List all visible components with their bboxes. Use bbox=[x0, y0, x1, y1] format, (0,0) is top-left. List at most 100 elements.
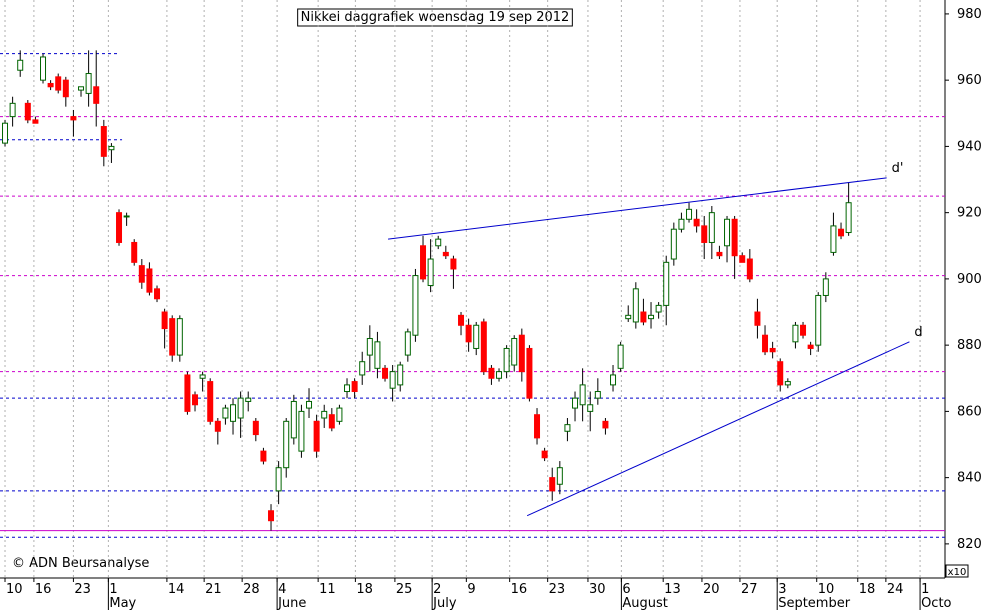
candle-body bbox=[617, 344, 624, 369]
candle-body bbox=[480, 321, 487, 373]
candle-body bbox=[420, 245, 427, 280]
x-tick-label: 25 bbox=[396, 582, 413, 597]
candle-body bbox=[610, 374, 617, 386]
candle-body bbox=[2, 122, 9, 144]
candle-body bbox=[549, 477, 556, 492]
y-tick-label: 880 bbox=[957, 338, 982, 353]
month-label: June bbox=[277, 596, 306, 610]
scale-note-box bbox=[945, 564, 969, 578]
candle-body bbox=[564, 424, 571, 432]
candle-body bbox=[526, 347, 533, 399]
candle-body bbox=[670, 228, 677, 260]
candle-body bbox=[214, 420, 221, 432]
candle-body bbox=[199, 374, 206, 379]
candle-body bbox=[640, 311, 647, 323]
candle-body bbox=[9, 102, 16, 118]
candle-body bbox=[24, 102, 31, 121]
candle-body bbox=[298, 410, 305, 452]
x-tick-label: 21 bbox=[205, 582, 222, 597]
candle-body bbox=[161, 311, 168, 330]
candle-body bbox=[678, 218, 685, 230]
candle-body bbox=[169, 318, 176, 356]
x-tick-label: 20 bbox=[703, 582, 720, 597]
candle-body bbox=[845, 202, 852, 234]
candle-body bbox=[47, 82, 54, 88]
candle-body bbox=[252, 420, 259, 436]
candle-body bbox=[754, 311, 761, 326]
candle-body bbox=[154, 288, 161, 300]
candle-body bbox=[17, 59, 24, 71]
candle-body bbox=[579, 384, 586, 406]
candle-body bbox=[427, 258, 434, 287]
candle-body bbox=[382, 367, 389, 379]
candle-body bbox=[511, 338, 518, 366]
candle-body bbox=[815, 294, 822, 346]
month-label: Octo bbox=[921, 596, 951, 610]
month-label: May bbox=[109, 596, 136, 610]
candle-body bbox=[777, 361, 784, 386]
candle-body bbox=[336, 407, 343, 422]
candle-body bbox=[746, 258, 753, 280]
x-tick-label: 1 bbox=[109, 582, 117, 597]
x-tick-label: 16 bbox=[35, 582, 52, 597]
candle-body bbox=[100, 126, 107, 157]
trend-line bbox=[526, 341, 910, 517]
candle-body bbox=[404, 331, 411, 356]
x-tick-label: 9 bbox=[467, 582, 475, 597]
y-tick-label: 920 bbox=[957, 206, 982, 221]
candle-body bbox=[230, 404, 237, 422]
candle-body bbox=[397, 364, 404, 386]
candle-body bbox=[435, 238, 442, 247]
y-tick-label: 860 bbox=[957, 404, 982, 419]
x-tick-label: 4 bbox=[278, 582, 286, 597]
candle-body bbox=[40, 56, 47, 81]
candle-body bbox=[465, 324, 472, 343]
month-label: August bbox=[622, 596, 668, 610]
candle-body bbox=[344, 384, 351, 393]
y-tick-label: 980 bbox=[957, 7, 982, 22]
candle-body bbox=[716, 251, 723, 257]
y-tick-label: 960 bbox=[957, 73, 982, 88]
candle-body bbox=[306, 400, 313, 409]
candle-body bbox=[830, 225, 837, 253]
candle-body bbox=[594, 391, 601, 399]
candle-body bbox=[792, 324, 799, 343]
candle-body bbox=[222, 407, 229, 419]
x-tick-label: 23 bbox=[549, 582, 566, 597]
candle-body bbox=[838, 228, 845, 237]
candle-body bbox=[632, 288, 639, 323]
candle-body bbox=[237, 397, 244, 419]
candle-body bbox=[556, 467, 563, 485]
candle-body bbox=[275, 467, 282, 492]
x-tick-label: 1 bbox=[921, 582, 929, 597]
candle-body bbox=[663, 261, 670, 306]
candle-body bbox=[442, 251, 449, 257]
candle-body bbox=[192, 394, 199, 406]
x-tick-label: 30 bbox=[589, 582, 606, 597]
candle-body bbox=[78, 86, 85, 91]
candle-body bbox=[473, 324, 480, 349]
x-tick-label: 18 bbox=[859, 582, 876, 597]
candle-body bbox=[518, 334, 525, 373]
candle-body bbox=[366, 338, 373, 356]
candle-body bbox=[207, 381, 214, 422]
candle-body bbox=[245, 397, 252, 402]
candle-body bbox=[351, 381, 358, 393]
candle-body bbox=[693, 218, 700, 227]
candle-body bbox=[701, 225, 708, 243]
candle-body bbox=[784, 381, 791, 386]
trend-line bbox=[388, 177, 887, 240]
x-tick-label: 3 bbox=[778, 582, 786, 597]
candle-body bbox=[800, 324, 807, 336]
x-tick-label: 14 bbox=[168, 582, 185, 597]
candle-body bbox=[268, 510, 275, 522]
candle-body bbox=[389, 371, 396, 389]
y-tick-label: 940 bbox=[957, 139, 982, 154]
candle-body bbox=[62, 79, 69, 98]
candle-body bbox=[822, 278, 829, 296]
candle-body bbox=[328, 414, 335, 429]
candle-body bbox=[176, 318, 183, 356]
candle-body bbox=[93, 86, 100, 104]
candle-body bbox=[116, 212, 123, 243]
candle-body bbox=[534, 414, 541, 439]
